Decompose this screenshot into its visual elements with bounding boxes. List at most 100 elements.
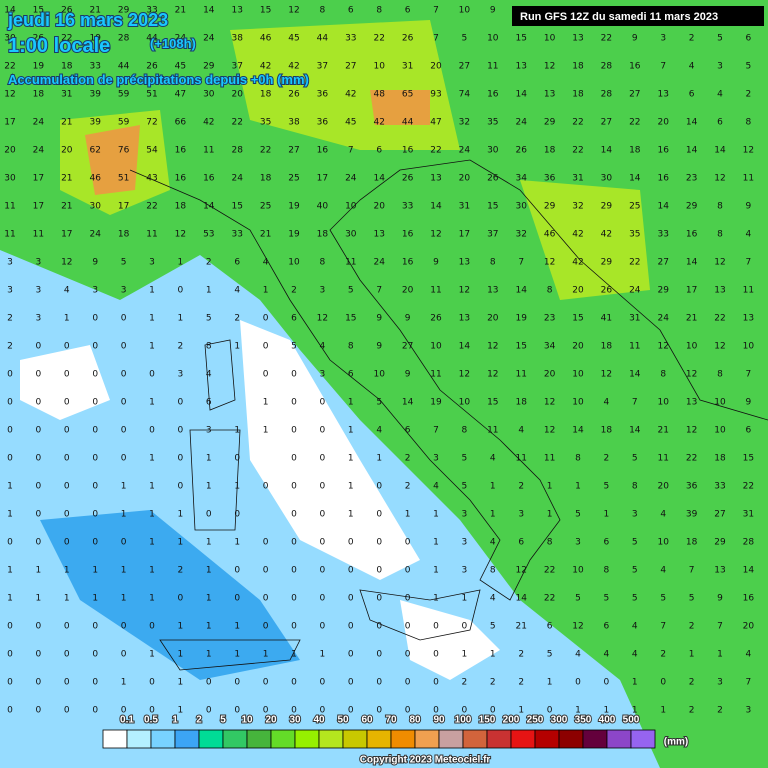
grid-value: 0 (376, 482, 382, 492)
grid-value: 2 (717, 706, 723, 716)
grid-value: 0 (64, 370, 70, 380)
grid-value: 29 (657, 286, 669, 296)
grid-value: 12 (487, 370, 498, 380)
grid-value: 27 (657, 258, 668, 268)
grid-value: 31 (402, 62, 413, 72)
grid-value: 3 (36, 286, 42, 296)
grid-value: 2 (689, 706, 695, 716)
grid-value: 8 (717, 202, 723, 212)
grid-value: 2 (291, 286, 297, 296)
grid-value: 30 (487, 146, 499, 156)
grid-value: 24 (33, 118, 45, 128)
grid-value: 13 (231, 6, 242, 16)
grid-value: 28 (118, 34, 130, 44)
grid-value: 12 (430, 230, 441, 240)
grid-value: 0 (121, 538, 127, 548)
grid-value: 13 (743, 314, 754, 324)
grid-value: 8 (320, 258, 326, 268)
grid-value: 0 (263, 622, 269, 632)
grid-value: 44 (402, 118, 414, 128)
grid-value: 25 (288, 174, 299, 184)
grid-value: 4 (604, 398, 610, 408)
grid-value: 18 (175, 202, 187, 212)
legend-label: 0.1 (120, 715, 134, 726)
grid-value: 33 (345, 34, 356, 44)
grid-value: 24 (231, 174, 243, 184)
grid-value: 17 (4, 118, 15, 128)
grid-value: 13 (572, 34, 583, 44)
grid-value: 17 (317, 174, 328, 184)
grid-value: 1 (206, 622, 212, 632)
grid-value: 5 (490, 622, 496, 632)
grid-value: 10 (345, 202, 357, 212)
grid-value: 30 (89, 202, 101, 212)
grid-value: 0 (291, 510, 297, 520)
grid-value: 3 (518, 510, 524, 520)
grid-value: 2 (405, 454, 411, 464)
grid-value: 16 (203, 174, 215, 184)
grid-value: 1 (149, 594, 155, 604)
grid-value: 0 (263, 538, 269, 548)
grid-value: 62 (89, 146, 100, 156)
grid-value: 1 (36, 594, 42, 604)
grid-value: 20 (657, 482, 669, 492)
grid-value: 3 (632, 510, 638, 520)
grid-value: 1 (206, 650, 212, 660)
grid-value: 0 (121, 706, 127, 716)
grid-value: 3 (717, 678, 723, 688)
grid-value: 0 (7, 398, 13, 408)
grid-value: 30 (601, 174, 613, 184)
grid-value: 22 (743, 482, 754, 492)
grid-value: 2 (490, 678, 496, 688)
grid-value: 11 (33, 230, 44, 240)
grid-value: 14 (657, 202, 669, 212)
legend-label: 500 (623, 715, 640, 726)
grid-value: 18 (61, 62, 73, 72)
grid-value: 74 (459, 90, 471, 100)
islands (159, 339, 481, 671)
grid-value: 0 (320, 706, 326, 716)
grid-value: 0 (206, 510, 212, 520)
grid-value: 0 (376, 566, 382, 576)
grid-value: 7 (348, 146, 354, 156)
grid-value: 10 (373, 370, 385, 380)
grid-value: 2 (7, 314, 13, 324)
grid-value: 39 (89, 118, 101, 128)
grid-value: 29 (544, 118, 556, 128)
grid-value: 32 (515, 230, 526, 240)
grid-value: 0 (64, 510, 70, 520)
grid-value: 6 (405, 426, 411, 436)
grid-value: 32 (459, 118, 470, 128)
legend-swatch (606, 729, 632, 749)
grid-value: 15 (572, 314, 583, 324)
grid-value: 42 (345, 90, 356, 100)
grid-value: 0 (405, 706, 411, 716)
grid-value: 27 (714, 510, 725, 520)
legend-swatch (438, 729, 464, 749)
grid-value: 5 (746, 62, 752, 72)
grid-value: 0 (291, 398, 297, 408)
grid-value: 1 (36, 566, 42, 576)
grid-value: 14 (203, 6, 215, 16)
grid-value: 24 (33, 146, 45, 156)
grid-value: 12 (714, 258, 725, 268)
grid-value: 1 (433, 538, 439, 548)
grid-value: 0 (92, 538, 98, 548)
grid-value: 1 (604, 706, 610, 716)
grid-value: 0 (234, 454, 240, 464)
grid-value: 1 (518, 706, 524, 716)
grid-value: 0 (149, 622, 155, 632)
grid-value: 24 (345, 174, 357, 184)
grid-value: 15 (487, 398, 498, 408)
grid-value: 5 (547, 650, 553, 660)
grid-value: 11 (487, 62, 498, 72)
grid-value: 8 (660, 370, 666, 380)
grid-value: 0 (121, 454, 127, 464)
grid-value: 10 (373, 62, 385, 72)
grid-value: 3 (178, 370, 184, 380)
grid-value: 13 (657, 90, 668, 100)
legend-swatch (582, 729, 608, 749)
grid-value: 20 (743, 622, 755, 632)
grid-value: 1 (234, 538, 240, 548)
